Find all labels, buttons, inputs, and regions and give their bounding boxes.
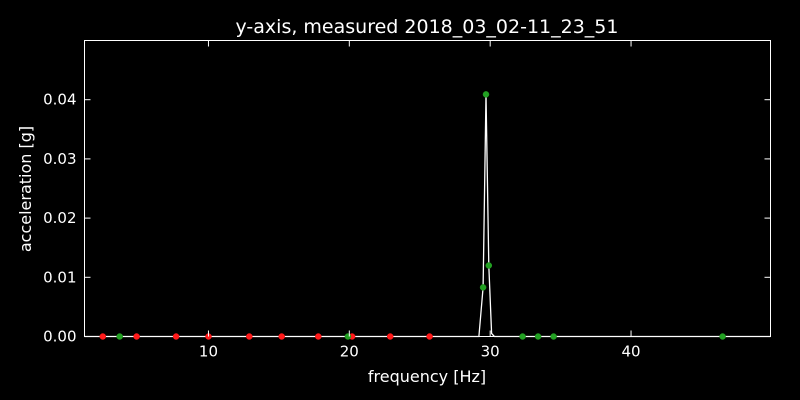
green-marker-point: [519, 333, 526, 340]
green-marker-point: [534, 333, 542, 340]
red-marker-point: [278, 333, 285, 340]
x-tick-label: 20: [340, 343, 359, 361]
x-axis-label: frequency [Hz]: [368, 367, 486, 386]
red-marker-point: [426, 333, 433, 340]
red-marker-point: [99, 333, 107, 340]
series-line: [84, 94, 771, 338]
green-marker-point: [482, 91, 490, 98]
y-tick-label: 0.00: [43, 328, 76, 346]
plot-area: [84, 40, 771, 337]
red-marker-point: [133, 333, 140, 340]
y-tick-label: 0.03: [43, 150, 76, 168]
y-tick-label: 0.02: [43, 209, 76, 227]
x-tick-label: 40: [621, 343, 640, 361]
y-axis-label: acceleration [g]: [16, 126, 35, 252]
red-marker-point: [172, 333, 180, 340]
y-tick-label: 0.01: [43, 268, 76, 286]
chart-title: y-axis, measured 2018_03_02-11_23_51: [236, 16, 619, 38]
y-tick-label: 0.04: [43, 91, 76, 109]
green-marker-point: [485, 262, 493, 269]
x-tick-label: 30: [481, 343, 500, 361]
green-marker-point: [116, 333, 123, 340]
red-marker-point: [386, 333, 394, 340]
green-marker-point: [344, 333, 352, 340]
green-marker-point: [719, 333, 726, 340]
x-tick-label: 10: [199, 343, 218, 361]
green-marker-point: [479, 284, 487, 291]
red-marker-point: [315, 333, 322, 340]
green-marker-point: [550, 333, 557, 340]
red-marker-point: [246, 333, 253, 340]
